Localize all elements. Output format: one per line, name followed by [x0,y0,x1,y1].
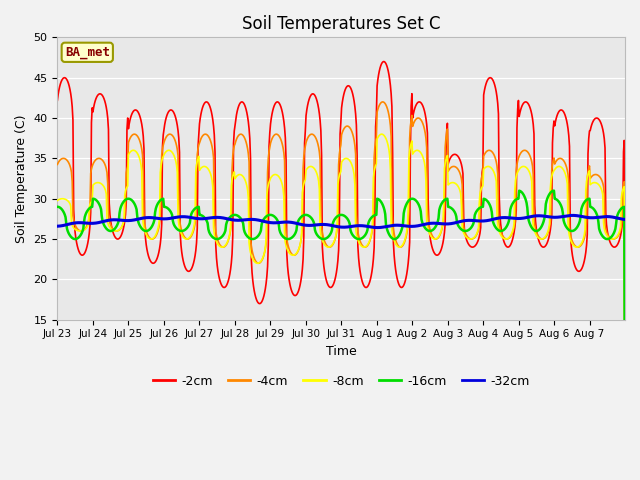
-8cm [274,173,282,179]
-8cm [433,236,440,241]
-4cm [253,259,260,265]
Line: -16cm: -16cm [58,191,625,441]
Legend: -2cm, -4cm, -8cm, -16cm, -32cm: -2cm, -4cm, -8cm, -16cm, -32cm [148,370,535,393]
-16cm [274,218,282,224]
-16cm [621,438,629,444]
-16cm [550,188,558,193]
-8cm [120,217,128,223]
-16cm [432,224,440,229]
-8cm [54,198,61,204]
-2cm [274,99,282,105]
-32cm [120,217,128,223]
-32cm [374,225,381,230]
-16cm [54,204,61,210]
-4cm [120,218,128,224]
-32cm [274,220,282,226]
-2cm [225,278,232,284]
-16cm [120,198,128,204]
Title: Soil Temperatures Set C: Soil Temperatures Set C [242,15,440,33]
-16cm [400,210,408,216]
Line: -8cm: -8cm [58,134,625,441]
-2cm [433,252,440,258]
Text: BA_met: BA_met [65,46,110,59]
-4cm [433,236,440,242]
-8cm [621,438,629,444]
-2cm [54,97,61,103]
-4cm [401,240,408,245]
-32cm [621,216,629,222]
-2cm [120,223,128,228]
-4cm [621,438,629,444]
X-axis label: Time: Time [326,345,356,358]
Y-axis label: Soil Temperature (C): Soil Temperature (C) [15,114,28,243]
-4cm [54,162,61,168]
-32cm [433,220,440,226]
-2cm [253,297,260,302]
-8cm [253,260,260,266]
-2cm [401,281,408,287]
-8cm [378,132,385,137]
-32cm [54,223,61,229]
-2cm [621,438,629,444]
Line: -2cm: -2cm [58,61,625,441]
-32cm [568,213,576,218]
-32cm [253,217,260,223]
-2cm [380,59,388,64]
-4cm [225,238,232,243]
-4cm [379,99,387,105]
-16cm [225,216,232,222]
-8cm [401,238,408,244]
-32cm [401,223,408,228]
Line: -4cm: -4cm [58,102,625,441]
-4cm [274,132,282,138]
-8cm [225,237,232,242]
-16cm [253,235,260,240]
-32cm [225,216,232,222]
Line: -32cm: -32cm [58,216,625,228]
